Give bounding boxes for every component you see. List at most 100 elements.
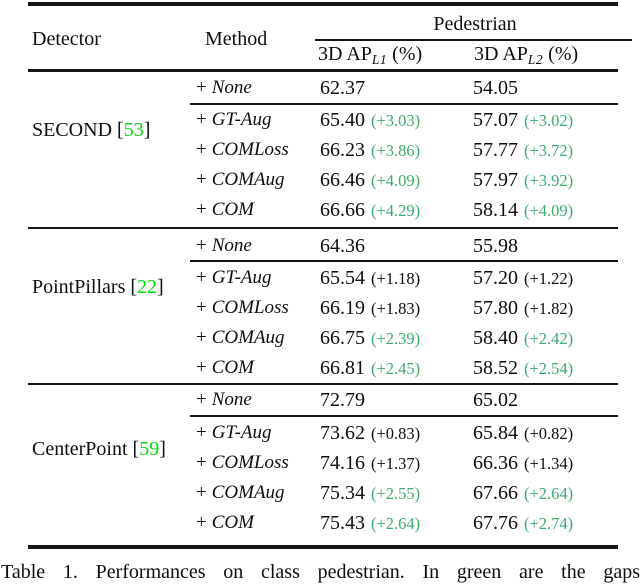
method-name: None [211, 235, 252, 256]
method-name: COMAug [211, 482, 285, 503]
ap-l2-post: (%) [543, 43, 579, 65]
table-caption: Table 1. Performances on class pedestria… [1, 561, 640, 583]
table-row: + COM 66.81 (+2.45) 58.52 (+2.54) [0, 353, 640, 383]
ap-l2-delta: (+2.54) [524, 359, 574, 378]
method-name: COMLoss [211, 139, 289, 160]
ap-l2-cell: 65.02 [473, 385, 524, 416]
table-row: + GT-Aug 65.54 (+1.18) 57.20 (+1.22) [0, 263, 640, 293]
table-row: + COM 75.43 (+2.64) 67.76 (+2.74) [0, 508, 640, 538]
ap-l1-value: 66.46 [320, 169, 365, 191]
ap-l2-cell: 66.36 (+1.34) [473, 448, 573, 479]
method-prefix: + [196, 327, 207, 348]
method-cell: + COMAug [196, 478, 285, 508]
ap-l2-value: 57.20 [473, 267, 518, 289]
detector-label-second: SECOND [53] [32, 115, 150, 145]
ap-l2-cell: 58.40 (+2.42) [473, 323, 573, 354]
ap-l2-cell: 57.07 (+3.02) [473, 105, 573, 136]
ap-l2-value: 57.80 [473, 297, 518, 319]
method-name: COM [211, 357, 254, 378]
ap-l1-delta: (+2.39) [371, 329, 421, 348]
ap-l2-delta: (+1.34) [524, 454, 574, 473]
ap-l1-delta: (+2.64) [371, 514, 421, 533]
ap-l2-value: 67.76 [473, 512, 518, 534]
method-prefix: + [196, 169, 207, 190]
ap-l1-cell: 75.34 (+2.55) [320, 478, 420, 509]
rule-cmid-group1 [190, 103, 618, 105]
ap-l1-value: 66.19 [320, 297, 365, 319]
method-name: COMLoss [211, 297, 289, 318]
method-name: GT-Aug [211, 422, 272, 443]
table-row: + GT-Aug 65.40 (+3.03) 57.07 (+3.02) [0, 105, 640, 135]
method-name: None [211, 77, 252, 98]
method-prefix: + [196, 452, 207, 473]
ap-l2-value: 58.14 [473, 199, 518, 221]
ap-l2-delta: (+4.09) [524, 201, 574, 220]
ap-l2-delta: (+2.42) [524, 329, 574, 348]
method-cell: + COMAug [196, 323, 285, 353]
ap-l2-cell: 58.14 (+4.09) [473, 195, 573, 226]
citation-number[interactable]: 53 [123, 119, 144, 141]
ap-l1-value: 75.34 [320, 482, 365, 504]
rule-cmid-group3 [190, 415, 618, 417]
ap-l1-value: 74.16 [320, 452, 365, 474]
method-cell: + GT-Aug [196, 263, 272, 293]
method-cell: + None [196, 385, 252, 415]
method-prefix: + [196, 235, 207, 256]
table-row: + COMLoss 74.16 (+1.37) 66.36 (+1.34) [0, 448, 640, 478]
detector-name: PointPillars [32, 276, 126, 298]
ap-l2-value: 57.07 [473, 109, 518, 131]
ap-l1-value: 73.62 [320, 422, 365, 444]
table-row: + COMAug 66.75 (+2.39) 58.40 (+2.42) [0, 323, 640, 353]
ap-l2-delta: (+1.22) [524, 269, 574, 288]
ap-l1-delta: (+2.45) [371, 359, 421, 378]
cite-close-bracket: ] [143, 119, 151, 141]
ap-l1-value: 66.81 [320, 357, 365, 379]
col-header-method: Method [205, 28, 268, 50]
ap-l1-cell: 66.66 (+4.29) [320, 195, 420, 226]
method-cell: + COM [196, 353, 254, 383]
ap-l2-delta: (+2.74) [524, 514, 574, 533]
ap-l2-cell: 55.98 [473, 231, 524, 262]
method-prefix: + [196, 199, 207, 220]
method-prefix: + [196, 297, 207, 318]
ap-l1-delta: (+4.29) [371, 201, 421, 220]
ap-l1-delta: (+3.03) [371, 111, 421, 130]
ap-l2-value: 54.05 [473, 77, 518, 99]
citation-number[interactable]: 22 [137, 276, 158, 298]
table-row: + GT-Aug 73.62 (+0.83) 65.84 (+0.82) [0, 418, 640, 448]
ap-l1-cell: 72.79 [320, 385, 371, 416]
method-cell: + None [196, 73, 252, 103]
method-prefix: + [196, 357, 207, 378]
ap-l2-cell: 67.76 (+2.74) [473, 508, 573, 539]
method-cell: + COM [196, 508, 254, 538]
table-row: + None 72.79 65.02 [0, 385, 640, 415]
cite-open-bracket: [ [130, 276, 138, 298]
ap-l1-cell: 65.40 (+3.03) [320, 105, 420, 136]
ap-l2-cell: 65.84 (+0.82) [473, 418, 573, 449]
ap-l1-value: 65.40 [320, 109, 365, 131]
ap-l1-cell: 65.54 (+1.18) [320, 263, 420, 294]
ap-l1-value: 66.66 [320, 199, 365, 221]
cite-open-bracket: [ [132, 438, 140, 460]
method-cell: + GT-Aug [196, 105, 272, 135]
ap-l2-value: 65.02 [473, 389, 518, 411]
ap-l1-delta: (+4.09) [371, 171, 421, 190]
ap-l1-cell: 66.75 (+2.39) [320, 323, 420, 354]
ap-l2-cell: 57.20 (+1.22) [473, 263, 573, 294]
ap-l1-cell: 66.46 (+4.09) [320, 165, 420, 196]
ap-l1-post: (%) [387, 43, 423, 65]
ap-l2-cell: 58.52 (+2.54) [473, 353, 573, 384]
ap-l2-cell: 57.80 (+1.82) [473, 293, 573, 324]
col-header-ap-l1: 3D APL1 (%) [318, 39, 422, 75]
detector-name: SECOND [32, 119, 113, 141]
rule-top [28, 2, 618, 6]
citation-number[interactable]: 59 [139, 438, 160, 460]
rule-bottom [28, 545, 618, 549]
table-row: + COMLoss 66.19 (+1.83) 57.80 (+1.82) [0, 293, 640, 323]
ap-l2-delta: (+0.82) [524, 424, 574, 443]
ap-l1-pre: 3D AP [318, 43, 372, 65]
ap-l1-value: 64.36 [320, 235, 365, 257]
table-row: + None 64.36 55.98 [0, 231, 640, 261]
ap-l2-subscript: L2 [527, 52, 544, 67]
ap-l1-cell: 66.23 (+3.86) [320, 135, 420, 166]
